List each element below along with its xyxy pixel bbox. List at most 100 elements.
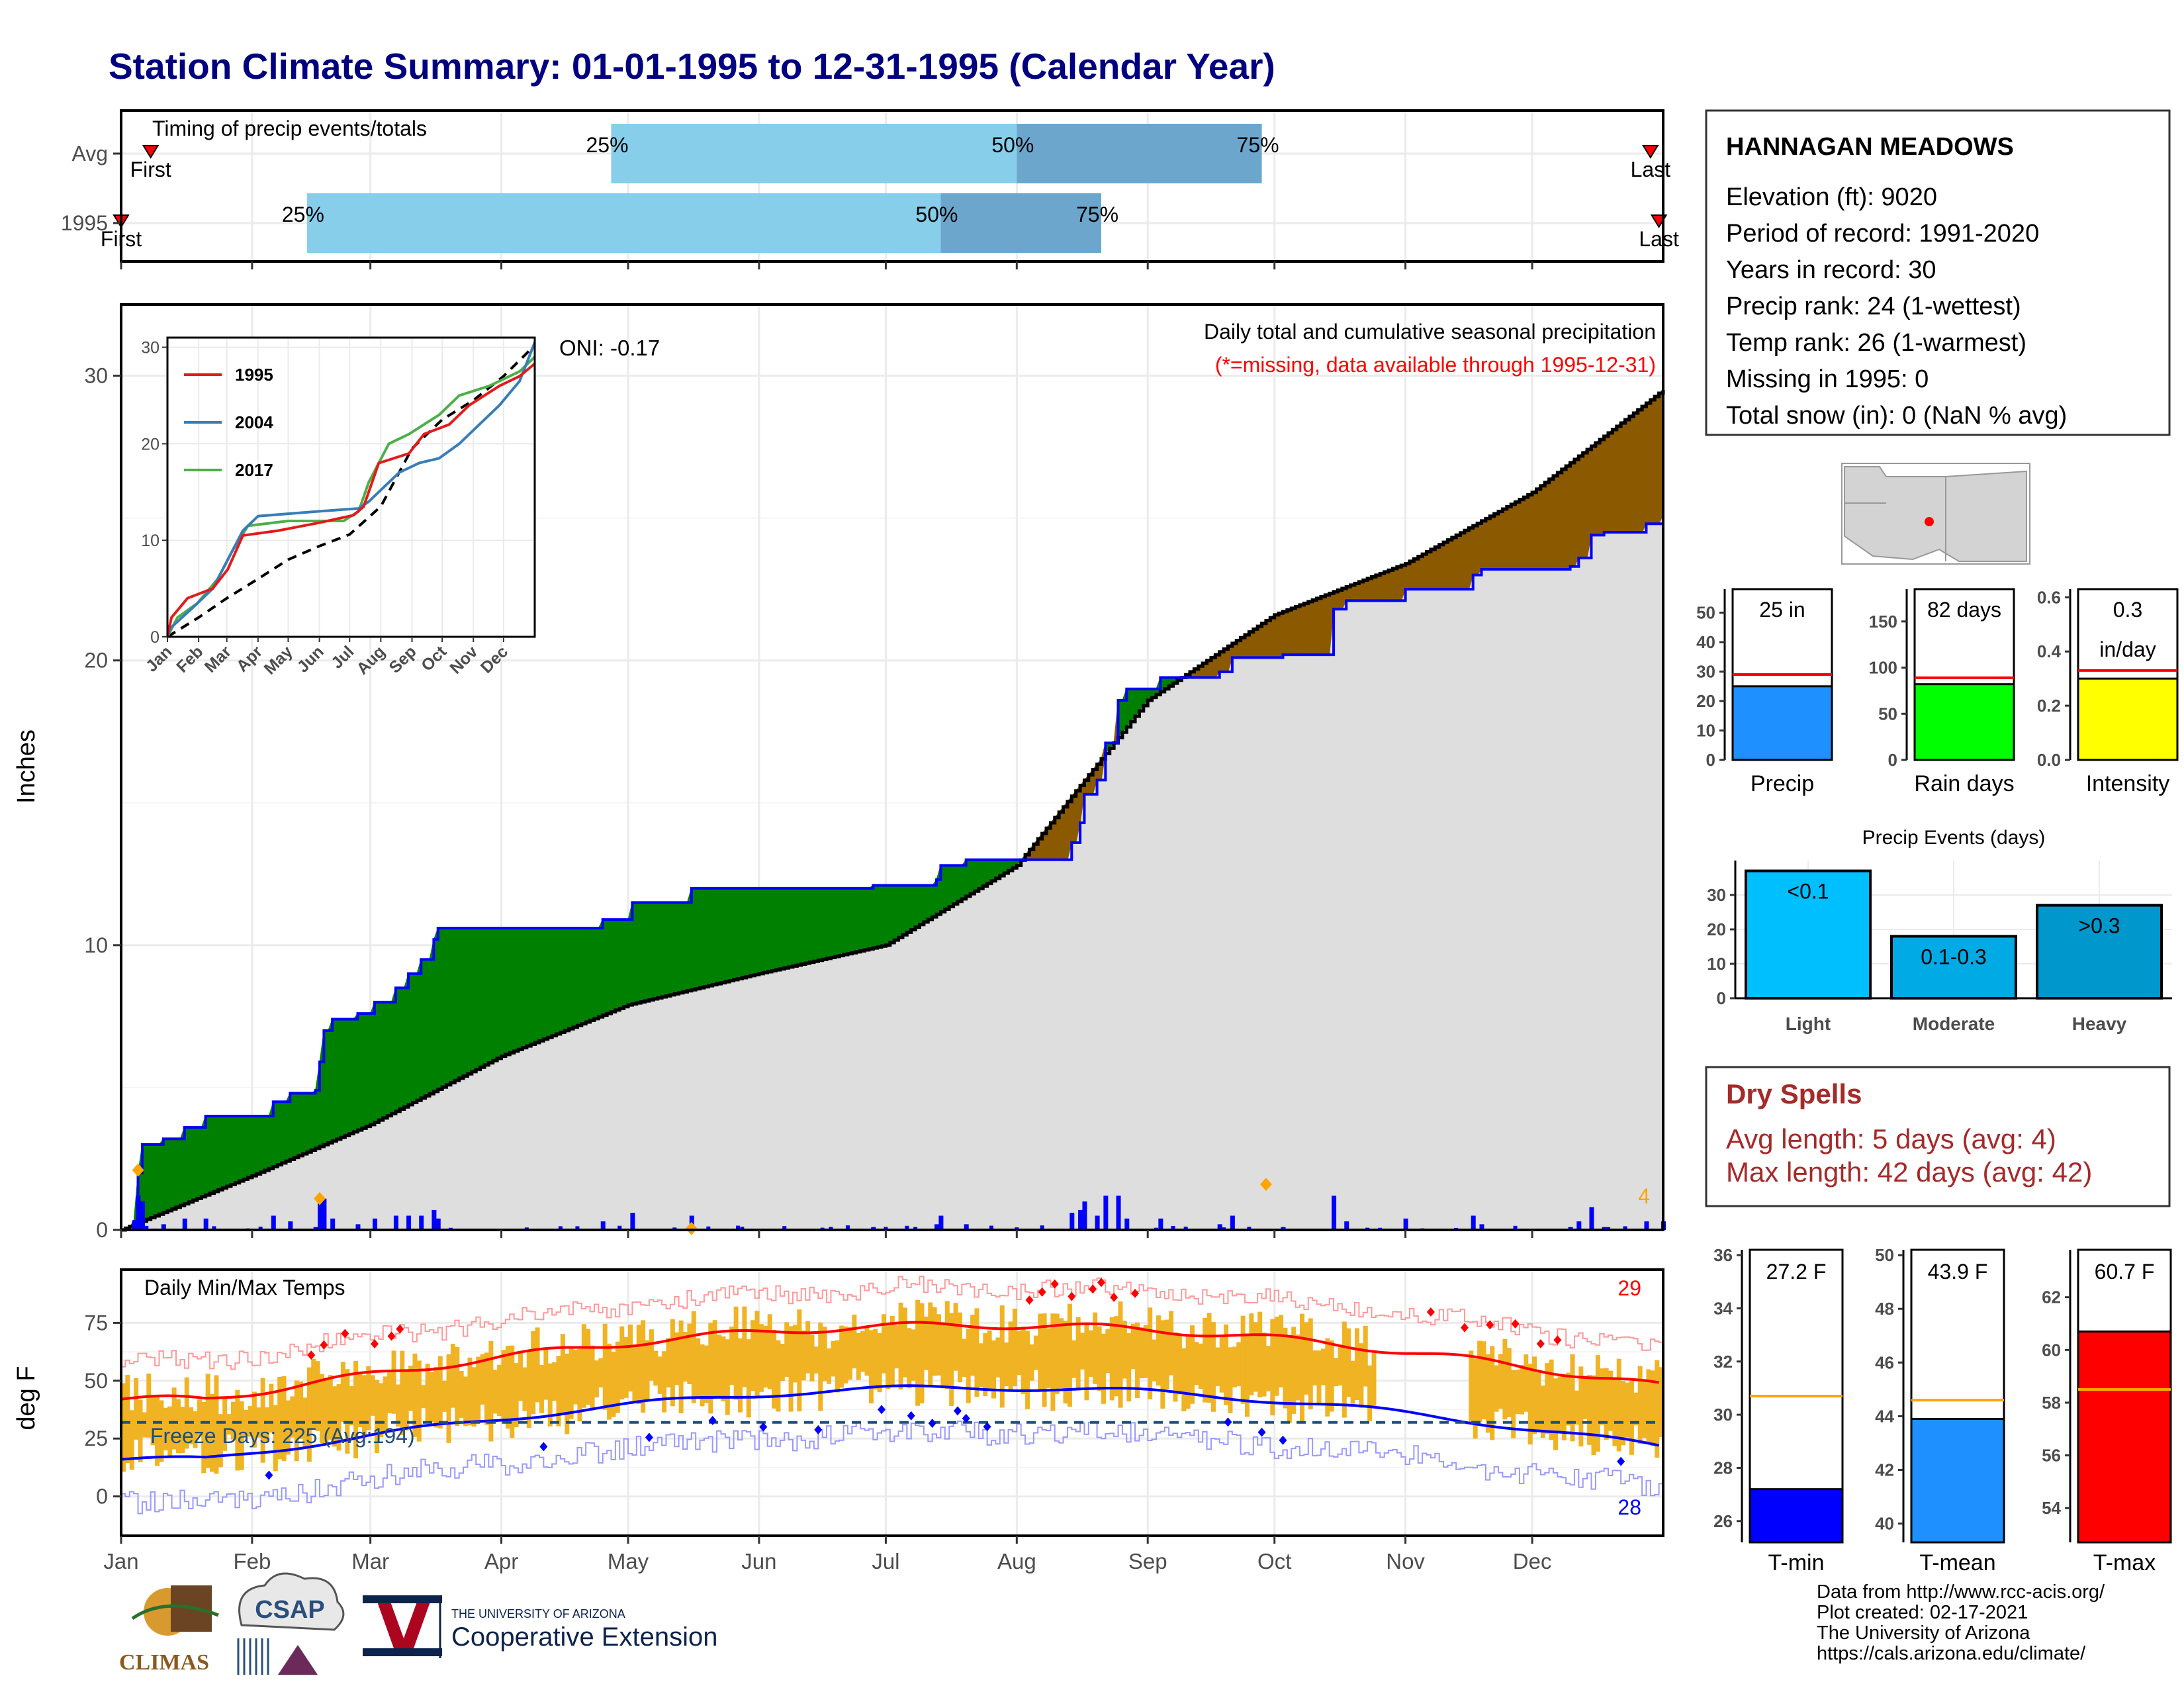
daily-temp-bar bbox=[1325, 1338, 1330, 1417]
precip-anomaly-strip bbox=[1519, 496, 1524, 570]
record-min-line bbox=[121, 1421, 1663, 1515]
daily-temp-bar bbox=[598, 1358, 604, 1387]
daily-temp-bar bbox=[839, 1325, 844, 1388]
daily-precip-bar bbox=[1247, 1227, 1251, 1230]
daily-temp-bar bbox=[1160, 1320, 1165, 1409]
daily-precip-bar bbox=[1606, 1227, 1611, 1230]
precip-anomaly-strip bbox=[923, 885, 929, 923]
daily-temp-bar bbox=[311, 1358, 316, 1429]
daily-temp-bar bbox=[974, 1308, 979, 1397]
daily-temp-bar bbox=[565, 1353, 570, 1434]
daily-temp-bar bbox=[1646, 1369, 1651, 1444]
inset-frame bbox=[166, 336, 536, 638]
precip-anomaly-strip bbox=[1316, 596, 1322, 655]
precip-anomaly-strip bbox=[298, 1093, 303, 1156]
daily-temp-bar bbox=[1177, 1334, 1182, 1395]
record-low-marker bbox=[1279, 1435, 1287, 1445]
daily-precip-bar bbox=[600, 1221, 606, 1230]
daily-temp-bar bbox=[1130, 1323, 1136, 1370]
daily-temp-bar bbox=[239, 1401, 244, 1470]
daily-temp-bar bbox=[395, 1384, 400, 1427]
precip-anomaly-strip bbox=[885, 885, 891, 946]
precip-anomaly-strip bbox=[835, 888, 840, 957]
summary-bar-ytick-label: 150 bbox=[1869, 612, 1897, 632]
daily-precip-bar bbox=[1513, 1225, 1518, 1230]
record-low-marker bbox=[814, 1425, 823, 1434]
daily-temp-bar bbox=[1114, 1316, 1119, 1397]
precip-anomaly-strip bbox=[226, 1115, 232, 1187]
precip-y-axis-title: Inches bbox=[13, 729, 40, 804]
precip-panel-subheader: (*=missing, data available through 1995-… bbox=[1215, 353, 1656, 377]
month-axis-label: Jun bbox=[741, 1549, 776, 1573]
daily-precip-bar bbox=[161, 1224, 166, 1230]
daily-temp-bar bbox=[1506, 1348, 1512, 1417]
daily-temp-bar bbox=[1245, 1334, 1250, 1417]
record-low-marker bbox=[708, 1415, 717, 1425]
daily-temp-bar bbox=[251, 1391, 257, 1448]
precip-anomaly-strip bbox=[1531, 488, 1537, 570]
precip-anomaly-strip bbox=[1616, 422, 1621, 533]
daily-precip-bar bbox=[1217, 1224, 1222, 1230]
daily-temp-bar bbox=[636, 1325, 641, 1404]
precip-anomaly-strip bbox=[881, 885, 886, 947]
precip-ytick-label: 20 bbox=[84, 649, 108, 673]
daily-temp-bar bbox=[1316, 1350, 1322, 1405]
record-high-marker bbox=[320, 1340, 328, 1350]
daily-temp-bar bbox=[285, 1400, 291, 1455]
timing-label-50: 50% bbox=[915, 203, 958, 226]
daily-temp-bar bbox=[856, 1333, 861, 1380]
daily-temp-bar bbox=[953, 1303, 958, 1371]
daily-temp-bar bbox=[788, 1326, 794, 1412]
daily-temp-bar bbox=[700, 1344, 705, 1407]
inset-series-1995 bbox=[166, 362, 536, 637]
station-box-frame bbox=[1705, 109, 2171, 436]
precip-anomaly-strip bbox=[1455, 532, 1461, 590]
precip-anomaly-strip bbox=[1392, 566, 1398, 601]
month-axis-label: Apr bbox=[484, 1549, 518, 1573]
daily-temp-bar bbox=[1261, 1332, 1267, 1397]
daily-temp-bar bbox=[1232, 1346, 1237, 1387]
daily-temp-bar bbox=[1038, 1313, 1043, 1391]
precip-anomaly-strip bbox=[1451, 534, 1457, 590]
precip-anomaly-strip bbox=[822, 888, 827, 960]
daily-temp-bar bbox=[1004, 1342, 1009, 1386]
record-high-marker bbox=[1460, 1323, 1469, 1333]
timing-label-50: 50% bbox=[991, 133, 1034, 157]
daily-temp-bar bbox=[708, 1323, 713, 1414]
daily-precip-bar bbox=[845, 1225, 850, 1230]
summary-bar-ytick-label: 30 bbox=[1696, 662, 1715, 682]
footer-line-university: The University of Arizona bbox=[1817, 1622, 2030, 1644]
temp-summary-ytick-label: 30 bbox=[1713, 1405, 1733, 1425]
temp-summary-ytick-label: 32 bbox=[1713, 1352, 1733, 1372]
precip-anomaly-strip bbox=[1629, 412, 1634, 533]
timing-bar-50-75 bbox=[1017, 124, 1262, 183]
precip-anomaly-strip bbox=[653, 902, 659, 1000]
precip-ytick-label: 30 bbox=[84, 364, 108, 388]
daily-temp-bar bbox=[150, 1396, 156, 1446]
daily-temp-bar bbox=[847, 1327, 852, 1380]
daily-temp-bar bbox=[214, 1375, 219, 1474]
daily-precip-bar bbox=[373, 1218, 378, 1230]
precip-anomaly-strip bbox=[1485, 515, 1490, 570]
timing-panel-frame bbox=[120, 109, 1664, 263]
daily-temp-bar bbox=[1587, 1375, 1592, 1445]
precip-anomaly-strip bbox=[572, 927, 578, 1028]
precip-event-bar-label: >0.3 bbox=[2078, 914, 2120, 938]
footer-line-data: Data from http://www.rcc-acis.org/ bbox=[1817, 1581, 2105, 1603]
daily-temp-bar bbox=[1169, 1311, 1174, 1376]
daily-temp-bar bbox=[1152, 1339, 1157, 1382]
daily-temp-bar bbox=[467, 1357, 473, 1426]
summary-bar-label: Precip bbox=[1751, 771, 1814, 796]
daily-temp-bar bbox=[1536, 1372, 1541, 1430]
record-high-marker bbox=[1511, 1319, 1520, 1329]
precip-anomaly-strip bbox=[712, 888, 717, 986]
daily-temp-bar bbox=[1642, 1379, 1647, 1438]
precip-anomaly-strip bbox=[387, 1002, 392, 1117]
daily-temp-bar bbox=[416, 1360, 422, 1442]
timing-bar-50-75 bbox=[940, 193, 1101, 253]
precip-anomaly-strip bbox=[809, 888, 815, 963]
precip-anomaly-strip bbox=[619, 919, 625, 1009]
precip-anomaly-strip bbox=[1553, 471, 1558, 570]
precip-anomaly-strip bbox=[581, 927, 586, 1025]
temperature-panel: Daily Min/Max Temps Freeze Days: 225 (Avg… bbox=[13, 1268, 1664, 1573]
